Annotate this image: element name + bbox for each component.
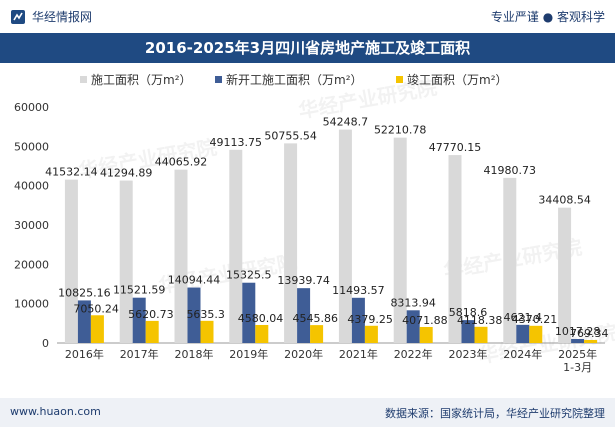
data-label: 1017.28 <box>555 325 601 338</box>
bar <box>338 129 352 343</box>
bar <box>558 207 572 343</box>
data-label: 5620.73 <box>128 308 174 321</box>
data-label: 11521.59 <box>113 284 166 297</box>
legend-label: 竣工面积（万m²） <box>407 72 508 87</box>
y-tick-label: 60000 <box>14 101 49 114</box>
y-tick-label: 20000 <box>14 258 49 271</box>
legend-swatch <box>80 76 87 83</box>
data-label: 4545.86 <box>293 312 339 325</box>
footer: www.huaon.com 数据来源：国家统计局，华经产业研究院整理 <box>0 398 615 427</box>
data-label: 41980.73 <box>484 164 537 177</box>
bar <box>516 324 530 343</box>
bar <box>448 155 462 343</box>
bar <box>503 177 517 343</box>
x-tick-label: 2020年 <box>284 347 323 361</box>
data-label: 54248.7 <box>323 116 369 129</box>
y-tick-label: 40000 <box>14 180 49 193</box>
bar <box>393 137 407 343</box>
data-label: 4379.25 <box>347 313 393 326</box>
bar <box>187 287 201 343</box>
x-tick-label: 2023年 <box>449 347 488 361</box>
bar-chart: 华经产业研究院华经产业研究院华经产业研究院华经产业研究院华经产业研究院施工面积（… <box>14 72 615 374</box>
brand-slogan: 专业严谨 ● 客观科学 <box>490 10 605 24</box>
bar <box>229 149 243 343</box>
x-tick-label: 2025年 <box>558 347 597 361</box>
bar <box>351 297 365 343</box>
legend-swatch <box>215 76 222 83</box>
data-label: 7050.24 <box>73 302 119 315</box>
y-tick-label: 0 <box>42 337 49 350</box>
data-label: 769.34 <box>570 327 609 340</box>
data-label: 41532.14 <box>45 166 98 179</box>
chart-title: 2016-2025年3月四川省房地产施工及竣工面积 <box>0 33 615 63</box>
bar <box>284 143 298 343</box>
data-label: 47770.15 <box>429 141 482 154</box>
brand-name: 华经情报网 <box>32 10 93 24</box>
data-label: 4118.38 <box>457 314 503 327</box>
footer-url[interactable]: www.huaon.com <box>10 405 101 418</box>
legend-swatch <box>396 76 403 83</box>
bar <box>461 320 475 343</box>
data-label: 14094.44 <box>168 274 221 287</box>
bar <box>406 310 420 343</box>
legend-label: 新开工施工面积（万m²） <box>226 72 363 87</box>
data-label: 41294.89 <box>100 167 153 180</box>
bar <box>145 320 159 343</box>
data-label: 52210.78 <box>374 124 427 137</box>
logo-icon <box>11 10 25 24</box>
y-tick-label: 50000 <box>14 140 49 153</box>
footer-source: 数据来源：国家统计局，华经产业研究院整理 <box>385 407 605 420</box>
bar <box>529 325 543 343</box>
data-label: 44065.92 <box>155 156 208 169</box>
bar <box>584 339 598 343</box>
x-tick-label: 2021年 <box>339 347 378 361</box>
x-tick-label: 2024年 <box>503 347 542 361</box>
x-tick-label: 1-3月 <box>563 361 592 374</box>
bar <box>64 179 78 343</box>
data-label: 5635.3 <box>186 308 225 321</box>
top-bar: 华经情报网 专业严谨 ● 客观科学 <box>0 0 615 33</box>
data-label: 4370.21 <box>512 313 558 326</box>
bar <box>174 169 188 343</box>
bar <box>77 300 91 343</box>
x-tick-label: 2019年 <box>229 347 268 361</box>
x-tick-label: 2022年 <box>394 347 433 361</box>
bar <box>364 325 378 343</box>
data-label: 34408.54 <box>538 194 591 207</box>
bar <box>310 325 324 343</box>
bar <box>419 326 433 343</box>
data-label: 10825.16 <box>58 286 111 299</box>
y-tick-label: 30000 <box>14 219 49 232</box>
bar <box>90 315 104 343</box>
data-label: 4071.88 <box>402 314 448 327</box>
data-label: 4621.4 <box>504 311 543 324</box>
data-label: 4580.04 <box>238 312 284 325</box>
x-tick-label: 2016年 <box>65 347 104 361</box>
bar <box>119 180 133 343</box>
data-label: 8313.94 <box>390 296 436 309</box>
bar <box>255 324 269 343</box>
data-label: 11493.57 <box>332 284 385 297</box>
y-tick-label: 10000 <box>14 298 49 311</box>
bar <box>474 326 488 343</box>
bar <box>200 320 214 343</box>
x-tick-label: 2017年 <box>120 347 159 361</box>
bar <box>297 288 311 343</box>
data-label: 49113.75 <box>210 136 263 149</box>
data-label: 13939.74 <box>277 274 330 287</box>
data-label: 50755.54 <box>264 129 317 142</box>
data-label: 5818.6 <box>449 306 488 319</box>
bar <box>571 338 585 343</box>
bar <box>132 297 146 343</box>
data-label: 15325.5 <box>226 269 272 282</box>
legend-label: 施工面积（万m²） <box>91 73 192 87</box>
bar <box>242 282 256 343</box>
x-tick-label: 2018年 <box>175 347 214 361</box>
